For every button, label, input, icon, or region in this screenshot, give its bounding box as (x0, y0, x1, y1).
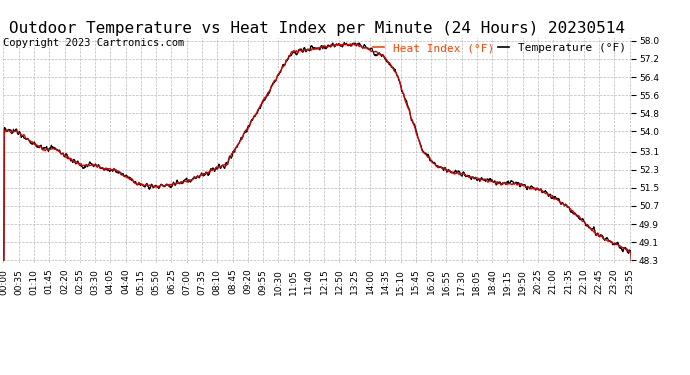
Text: Copyright 2023 Cartronics.com: Copyright 2023 Cartronics.com (3, 38, 185, 48)
Title: Outdoor Temperature vs Heat Index per Minute (24 Hours) 20230514: Outdoor Temperature vs Heat Index per Mi… (10, 21, 625, 36)
Legend: Heat Index (°F), Temperature (°F): Heat Index (°F), Temperature (°F) (368, 39, 630, 57)
